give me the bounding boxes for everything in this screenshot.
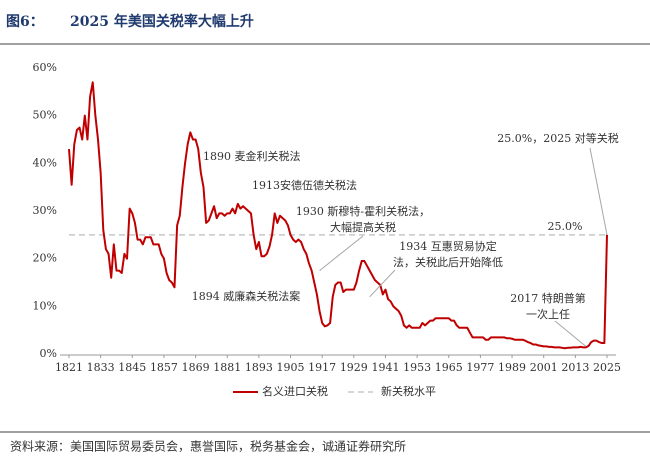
y-tick-label: 10% xyxy=(33,299,57,312)
x-tick-label: 1833 xyxy=(87,361,115,374)
data-line xyxy=(68,81,608,350)
x-tick-label: 1941 xyxy=(371,361,399,374)
x-tick-label: 1953 xyxy=(403,361,431,374)
y-tick-label: 50% xyxy=(33,109,57,122)
x-tick-label: 1845 xyxy=(118,361,146,374)
x-tick-label: 1917 xyxy=(308,361,336,374)
annotation: 1890 麦金利关税法 xyxy=(203,149,301,163)
x-tick-label: 1869 xyxy=(182,361,210,374)
y-tick-label: 0% xyxy=(40,347,57,360)
y-tick-label: 30% xyxy=(33,204,57,217)
annotation: 25.0%，2025 对等关税 xyxy=(497,131,618,145)
chart-title: 2025 年美国关税率大幅上升 xyxy=(70,13,254,30)
annotation-leader xyxy=(369,269,396,298)
y-tick-label: 40% xyxy=(33,156,57,169)
annotation: 一次上任 xyxy=(526,307,570,321)
legend-label: 新关税水平 xyxy=(381,384,436,398)
y-tick-label: 60% xyxy=(33,61,57,74)
annotation: 大幅提高关税 xyxy=(330,220,396,234)
y-tick-label: 20% xyxy=(33,252,57,265)
annotation: 1930 斯穆特-霍利关税法， xyxy=(296,204,430,218)
annotation: 1894 威廉森关税法案 xyxy=(192,289,301,303)
x-tick-label: 2025 xyxy=(593,361,621,374)
x-tick-label: 1929 xyxy=(340,361,368,374)
legend-label: 名义进口关税 xyxy=(262,384,328,398)
x-tick-label: 1821 xyxy=(55,361,83,374)
x-tick-label: 1965 xyxy=(435,361,463,374)
x-tick-label: 1857 xyxy=(150,361,178,374)
annotation: 2017 特朗普第 xyxy=(510,291,586,305)
x-tick-label: 2013 xyxy=(561,361,589,374)
x-tick-label: 1881 xyxy=(213,361,241,374)
annotation-leader xyxy=(319,235,364,271)
x-tick-label: 2001 xyxy=(530,361,558,374)
source: 资料来源：美国国际贸易委员会，惠誉国际，税务基金会，诚通证券研究所 xyxy=(10,439,406,454)
chart-title-prefix: 图6： xyxy=(6,14,44,30)
annotation-leader xyxy=(589,147,608,235)
annotation: 1913安德伍德关税法 xyxy=(252,178,357,192)
annotation: 1934 互惠贸易协定 xyxy=(399,239,497,253)
x-tick-label: 1893 xyxy=(245,361,273,374)
annotation: 法，关税此后开始降低 xyxy=(393,255,503,269)
reference-label: 25.0% xyxy=(548,220,583,233)
x-tick-label: 1989 xyxy=(498,361,526,374)
x-tick-label: 1977 xyxy=(466,361,494,374)
annotation-leader xyxy=(554,320,587,347)
x-tick-label: 1905 xyxy=(277,361,305,374)
